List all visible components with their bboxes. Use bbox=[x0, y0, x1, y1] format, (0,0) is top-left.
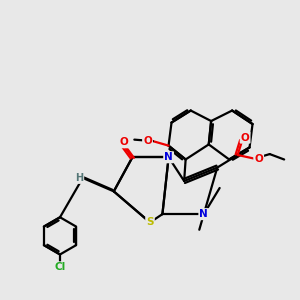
Text: O: O bbox=[120, 137, 128, 147]
Text: H: H bbox=[75, 173, 83, 183]
Text: O: O bbox=[241, 133, 250, 142]
Text: O: O bbox=[143, 136, 152, 146]
Text: O: O bbox=[254, 154, 263, 164]
Text: S: S bbox=[146, 218, 154, 227]
Text: Cl: Cl bbox=[54, 262, 66, 272]
Text: N: N bbox=[200, 209, 208, 219]
Text: N: N bbox=[164, 152, 173, 162]
